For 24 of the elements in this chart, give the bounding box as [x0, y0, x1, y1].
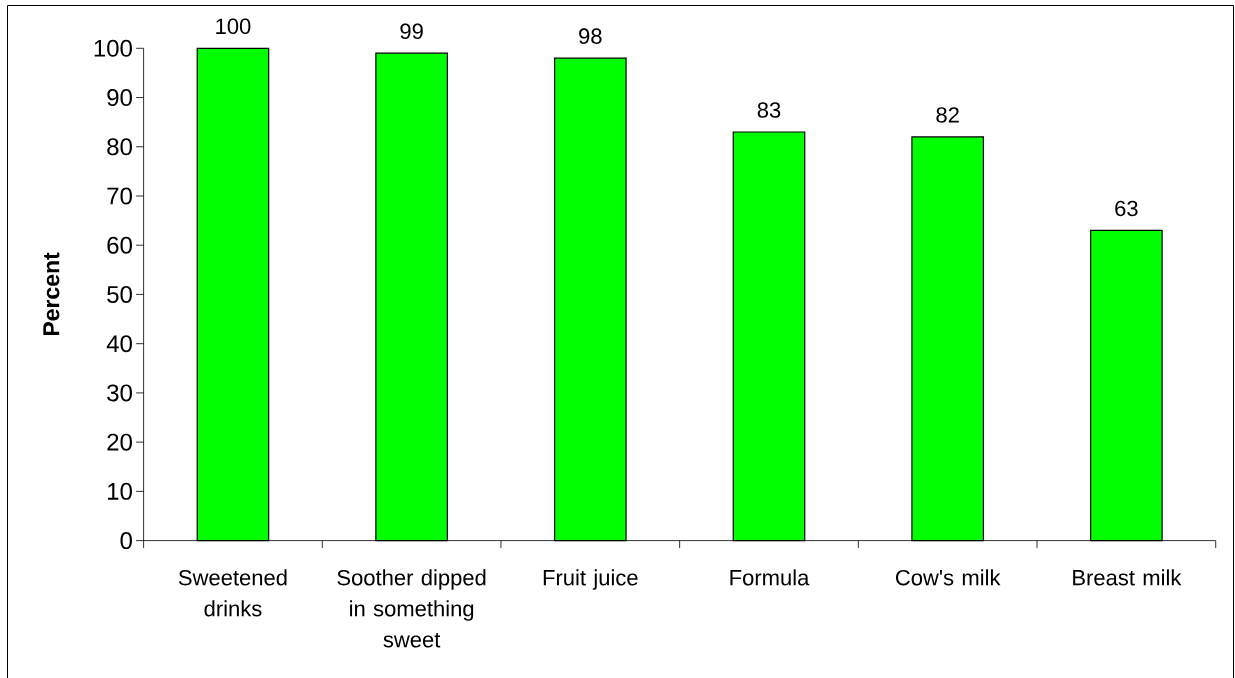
data-label: 98: [579, 28, 602, 44]
data-label: 63: [1115, 200, 1138, 217]
data-label: 99: [400, 23, 423, 40]
y-tick-label: 90: [107, 89, 132, 107]
data-label: 82: [936, 107, 959, 123]
y-tick-label: 0: [120, 532, 132, 550]
y-tick-label: 60: [107, 236, 132, 254]
x-tick-label: Sweetened drinks: [178, 569, 287, 617]
data-label: 83: [757, 102, 781, 118]
y-axis-title: Percent: [43, 252, 60, 336]
y-tick-label: 100: [94, 39, 132, 57]
x-tick-label: Cow's milk: [895, 569, 1001, 586]
y-tick-label: 40: [106, 335, 132, 353]
x-tick-label: Formula: [730, 569, 810, 586]
y-tick-label: 50: [107, 285, 132, 303]
y-tick-label: 70: [107, 187, 132, 205]
x-tick-label: Soother dipped in something sweet: [337, 569, 486, 648]
data-label: 100: [216, 18, 251, 35]
y-tick-label: 80: [107, 138, 132, 156]
x-tick-label: Fruit juice: [543, 569, 638, 590]
y-tick-label: 20: [107, 433, 132, 451]
x-tick-label: Breast milk: [1073, 569, 1182, 586]
y-tick-label: 10: [108, 482, 132, 500]
y-tick-label: 30: [107, 384, 132, 402]
